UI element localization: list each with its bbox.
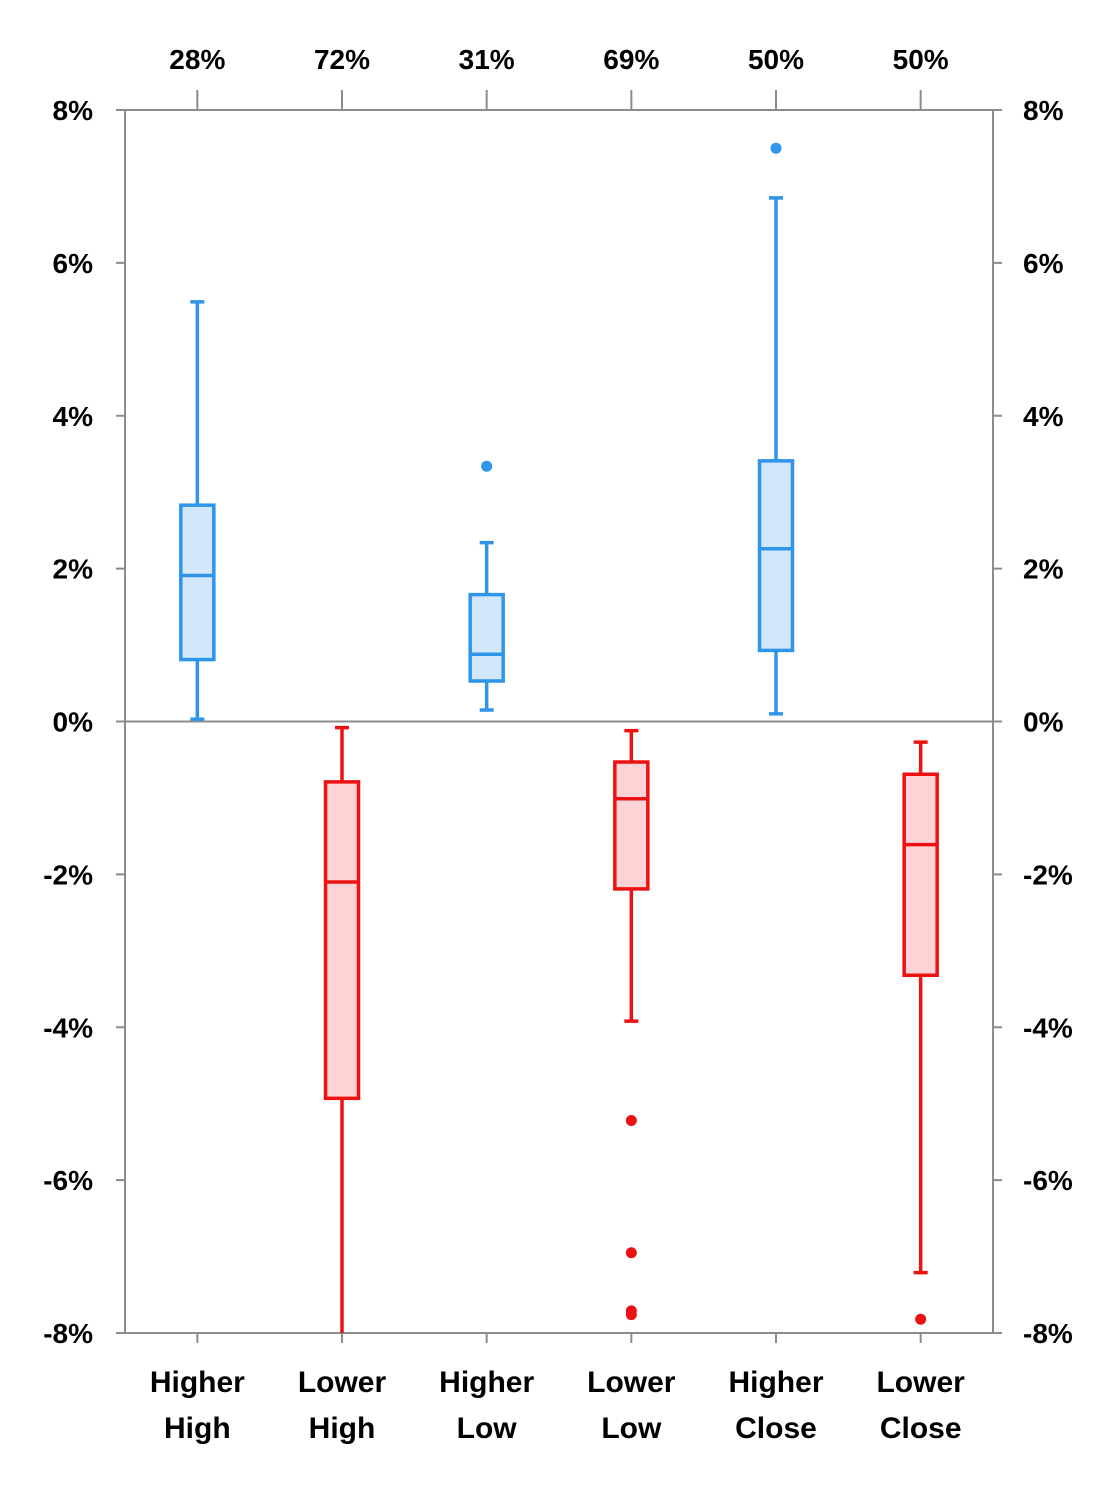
- top-percent-label: 50%: [893, 44, 949, 75]
- y-tick-label-right: -2%: [1023, 859, 1073, 890]
- y-tick-label-right: -8%: [1023, 1318, 1073, 1349]
- box-5: [902, 740, 939, 1325]
- y-tick-label-left: 8%: [53, 95, 94, 126]
- outlier-point: [770, 142, 782, 154]
- iqr-box: [468, 592, 505, 683]
- iqr-box: [179, 503, 216, 662]
- category-label-line1: Higher: [728, 1366, 823, 1399]
- y-tick-label-left: -8%: [43, 1318, 93, 1349]
- y-tick-label-left: -6%: [43, 1165, 93, 1196]
- box-3: [613, 728, 650, 1321]
- category-label-line1: Lower: [298, 1366, 387, 1399]
- box-1: [323, 725, 361, 1333]
- top-percent-label: 72%: [314, 44, 370, 75]
- y-tick-label-left: 2%: [53, 554, 94, 585]
- outlier-point: [481, 460, 493, 472]
- y-tick-label-left: 4%: [53, 401, 94, 432]
- y-tick-label-right: -4%: [1023, 1012, 1073, 1043]
- category-label-line1: Higher: [439, 1366, 534, 1399]
- category-label-line2: High: [164, 1412, 231, 1445]
- iqr-box: [323, 780, 361, 1101]
- category-label-line2: Low: [601, 1412, 662, 1445]
- outlier-point: [625, 1247, 637, 1259]
- y-tick-label-left: -2%: [43, 859, 93, 890]
- top-percent-label: 31%: [459, 44, 515, 75]
- outlier-point: [625, 1115, 637, 1127]
- category-label-line2: High: [309, 1412, 376, 1445]
- outlier-point: [915, 1313, 927, 1325]
- iqr-box: [902, 772, 939, 978]
- category-labels: Higher High Lower High Higher Low Lower Low High…: [150, 1333, 965, 1445]
- y-tick-label-right: 8%: [1023, 95, 1064, 126]
- outlier-point: [625, 1309, 637, 1321]
- y-tick-label-left: 0%: [53, 707, 94, 738]
- y-tick-label-left: 6%: [53, 248, 94, 279]
- top-percent-labels: 28% 72% 31% 69% 50% 50%: [169, 44, 949, 110]
- box-2: [468, 460, 505, 712]
- top-percent-label: 69%: [603, 44, 659, 75]
- box-0: [179, 300, 216, 721]
- y-tick-label-right: -6%: [1023, 1165, 1073, 1196]
- y-tick-label-right: 2%: [1023, 554, 1064, 585]
- top-percent-label: 50%: [748, 44, 804, 75]
- category-label-line1: Higher: [150, 1366, 245, 1399]
- y-tick-label-right: 4%: [1023, 401, 1064, 432]
- box-4: [757, 142, 795, 716]
- y-axis-right: 8% 6% 4% 2% 0% -2% -4% -6% -8%: [993, 95, 1073, 1349]
- y-tick-label-right: 6%: [1023, 248, 1064, 279]
- top-percent-label: 28%: [169, 44, 225, 75]
- category-label-line2: Close: [735, 1412, 817, 1445]
- category-label-line2: Low: [457, 1412, 518, 1445]
- iqr-box: [613, 760, 650, 891]
- y-axis-left: 8% 6% 4% 2% 0% -2% -4% -6% -8%: [43, 95, 125, 1349]
- boxes: [179, 142, 939, 1333]
- category-label-line1: Lower: [876, 1366, 965, 1399]
- category-label-line2: Close: [880, 1412, 962, 1445]
- y-tick-label-right: 0%: [1023, 707, 1064, 738]
- y-tick-label-left: -4%: [43, 1012, 93, 1043]
- category-label-line1: Lower: [587, 1366, 676, 1399]
- iqr-box: [757, 459, 795, 653]
